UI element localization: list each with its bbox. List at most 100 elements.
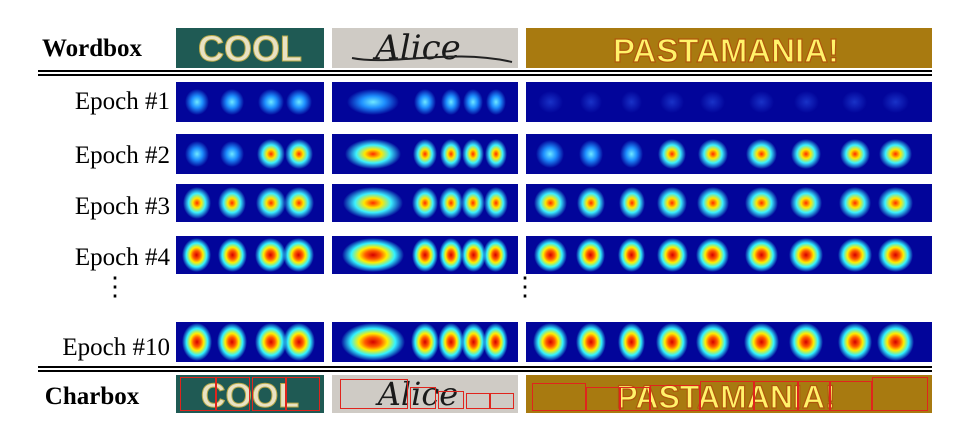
heatmap-blob [340,323,406,361]
heatmap-blob [182,186,211,220]
heatmap-blob [411,237,439,273]
charbox-box [872,377,928,411]
heatmap-blob [344,138,402,170]
heatmap-blob [284,138,313,170]
epoch-label-10: Epoch #10 [62,334,170,361]
wordbox-label: Wordbox [41,35,143,62]
heatmap-blob [462,138,485,170]
heatmap-blob [461,237,486,273]
heatmap-blob [657,186,688,220]
heatmap-blob [748,90,775,114]
heatmap-blob [254,323,287,361]
heatmap-blob [283,237,315,273]
cool-word-picture: COOL [198,28,303,68]
heatmap-blob [184,140,209,168]
heatmap-blob [881,90,909,114]
heatmap-blob [483,323,509,361]
heatmap-blob [696,186,729,220]
epoch-label-1: Epoch #1 [74,88,170,115]
heatmap-cell [176,82,324,122]
heatmap-blob [483,186,508,220]
heatmap-blob [460,323,486,361]
ellipsis-left: ⋮ [102,272,128,301]
heatmap-blob [842,90,868,114]
charbox-image-cool: COOL [176,375,324,413]
heatmap-blob [745,186,778,220]
heatmap-blob [256,138,285,170]
heatmap-blob [580,90,602,114]
svg-text:PASTAMANIA!: PASTAMANIA! [613,32,839,68]
heatmap-blob [255,186,286,220]
charbox-box [620,387,650,411]
heatmap-cell [176,322,324,362]
charbox-image-pastamania: PASTAMANIA! [526,375,932,413]
heatmap-blob [347,88,399,116]
heatmap-blob [697,138,728,170]
epoch-label-4: Epoch #4 [74,244,170,271]
heatmap-cell [526,236,932,274]
epoch-label-3: Epoch #3 [74,193,170,220]
heatmap-blob [660,90,684,114]
heatmap-blob [533,323,568,361]
wordbox-image-pastamania: PASTAMANIA! [526,28,932,68]
pastamania-word-picture: PASTAMANIA! [526,28,932,68]
heatmap-blob [877,323,914,361]
heatmap-blob [342,186,404,220]
heatmap-cell [526,134,932,174]
heatmap-blob [656,323,689,361]
heatmap-blob [576,186,605,220]
charbox-box [466,393,490,409]
charbox-label: Charbox [44,383,140,410]
svg-text:COOL: COOL [198,28,302,68]
svg-text:Alice: Alice [372,28,460,68]
heatmap-blob [217,237,247,273]
heatmap-blob [793,90,819,114]
heatmap-blob [182,237,212,273]
heatmap-blob [695,323,730,361]
heatmap-blob [218,186,247,220]
heatmap-cell [332,134,518,174]
heatmap-blob [789,237,823,273]
alice-charbox-picture: Alice [375,375,458,413]
heatmap-blob [537,90,563,114]
top-rule-2 [38,74,932,76]
heatmap-blob [838,237,872,273]
heatmap-blob [576,323,606,361]
heatmap-blob [744,323,779,361]
heatmap-blob [438,323,464,361]
heatmap-blob [700,90,726,114]
wordbox-image-alice: Alice [332,28,518,68]
heatmap-blob [789,186,823,220]
charbox-box [252,377,286,411]
heatmap-cell [176,236,324,274]
heatmap-blob [184,88,209,116]
heatmap-blob [838,186,872,220]
heatmap-blob [696,237,730,273]
top-rule [38,70,932,72]
heatmap-blob [839,138,870,170]
charbox-box [216,377,250,411]
heatmap-blob [257,88,284,116]
heatmap-blob [534,186,567,220]
charbox-box [650,385,700,411]
bottom-rule-2 [38,370,932,372]
heatmap-blob [255,237,287,273]
heatmap-blob [879,138,912,170]
charbox-box [586,387,620,411]
charbox-box [180,377,216,411]
wordbox-image-cool: COOL [176,28,324,68]
heatmap-blob [576,237,606,273]
bottom-rule [38,366,932,368]
svg-text:Alice: Alice [375,375,458,413]
heatmap-blob [411,323,439,361]
heatmap-blob [484,138,507,170]
heatmap-blob [744,237,779,273]
charbox-box [798,381,830,411]
heatmap-cell [176,184,324,222]
heatmap-blob [878,186,913,220]
pastamania-charbox-picture: PASTAMANIA! [616,378,836,413]
ellipsis-right: ⋮ [512,272,538,301]
charbox-box [286,377,320,411]
heatmap-cell [332,236,518,274]
svg-text:PASTAMANIA!: PASTAMANIA! [616,379,835,413]
